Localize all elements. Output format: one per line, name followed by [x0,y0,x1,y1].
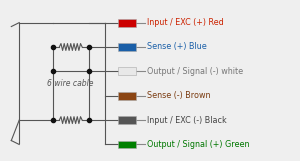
Text: Input / EXC (+) Red: Input / EXC (+) Red [147,18,224,27]
Text: 6 wire cable: 6 wire cable [47,79,94,88]
FancyBboxPatch shape [118,19,136,27]
FancyBboxPatch shape [118,116,136,124]
Text: Sense (-) Brown: Sense (-) Brown [147,91,211,100]
Text: Output / Signal (+) Green: Output / Signal (+) Green [147,140,250,149]
FancyBboxPatch shape [118,92,136,100]
FancyBboxPatch shape [118,141,136,148]
FancyBboxPatch shape [118,43,136,51]
FancyBboxPatch shape [118,67,136,75]
Text: Input / EXC (-) Black: Input / EXC (-) Black [147,116,227,125]
Text: Sense (+) Blue: Sense (+) Blue [147,43,207,52]
Text: Output / Signal (-) white: Output / Signal (-) white [147,67,243,76]
